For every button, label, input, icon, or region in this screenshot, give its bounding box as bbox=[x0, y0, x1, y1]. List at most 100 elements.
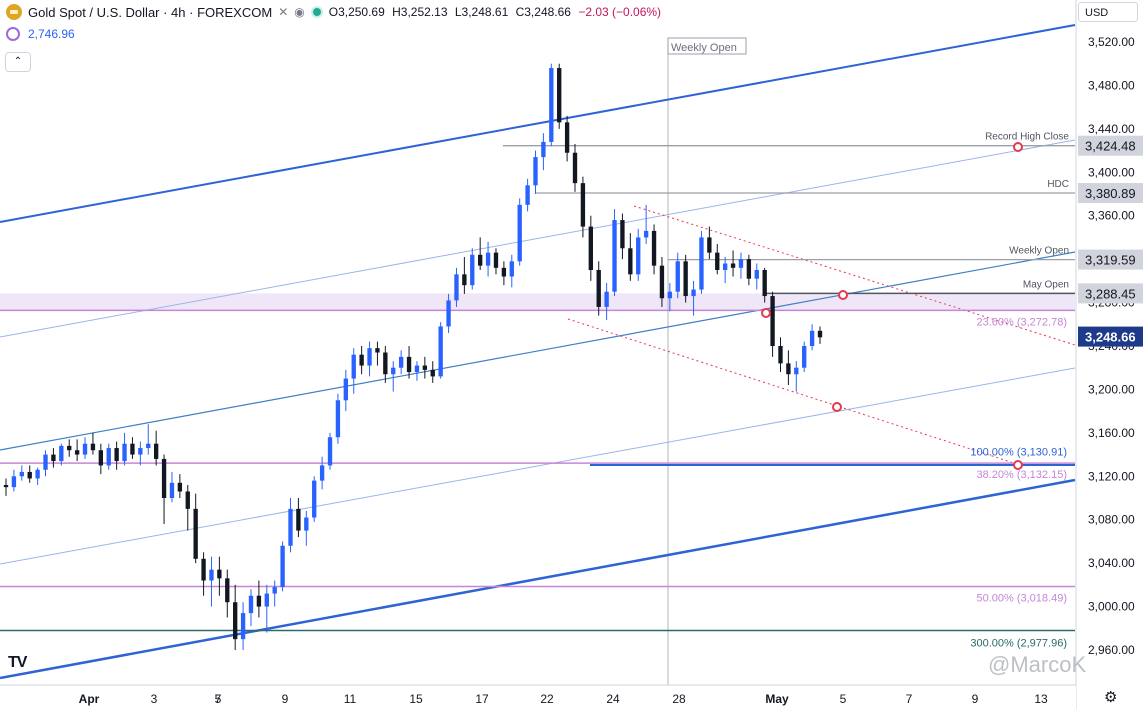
candle-body bbox=[501, 267, 507, 277]
candle-body bbox=[414, 365, 420, 373]
y-tick-label: 3,360.00 bbox=[1088, 209, 1135, 223]
candle-body bbox=[146, 443, 151, 449]
candle-body bbox=[375, 348, 380, 353]
candle-body bbox=[3, 484, 9, 488]
candle-body bbox=[343, 378, 348, 401]
x-tick-label: 5 bbox=[840, 692, 847, 706]
fib-label-0: 23.60% (3,272.78) bbox=[976, 316, 1067, 328]
candle-body bbox=[59, 445, 64, 462]
close-icon[interactable]: ✕ bbox=[278, 5, 289, 19]
price-badge-label-4: 3,248.66 bbox=[1085, 330, 1136, 345]
candle-body bbox=[90, 443, 96, 451]
candle-body bbox=[762, 270, 767, 297]
x-tick-label: 7 bbox=[215, 692, 222, 706]
currency-selector[interactable]: USD bbox=[1078, 2, 1138, 22]
price-badge-bg-2 bbox=[1078, 249, 1143, 270]
candle-body bbox=[367, 348, 372, 366]
level-label-1: HDC bbox=[1047, 179, 1069, 190]
candle-body bbox=[809, 330, 815, 346]
level-label-0: Record High Close bbox=[985, 132, 1069, 143]
candle-body bbox=[659, 265, 665, 299]
x-tick-label: 3 bbox=[151, 692, 158, 706]
ohlc-values: O3,250.69 H3,252.13 L3,248.61 C3,248.66 … bbox=[329, 5, 665, 19]
candle-body bbox=[122, 443, 127, 462]
candle-body bbox=[19, 471, 24, 477]
x-tick-label: 7 bbox=[906, 692, 913, 706]
x-tick-label: May bbox=[765, 692, 789, 706]
eye-icon[interactable]: ◉ bbox=[294, 5, 305, 19]
candle-body bbox=[43, 454, 48, 470]
candle-body bbox=[383, 352, 388, 375]
market-status-icon bbox=[310, 6, 323, 18]
candle-body bbox=[620, 220, 625, 249]
change-value: −2.03 (−0.06%) bbox=[578, 5, 662, 19]
pivot-marker-2 bbox=[761, 308, 771, 318]
candle-body bbox=[651, 230, 657, 266]
candle-body bbox=[153, 443, 159, 459]
x-tick-label: 24 bbox=[606, 692, 620, 706]
candle-body bbox=[517, 204, 522, 262]
candle-body bbox=[312, 480, 317, 518]
candle-body bbox=[596, 270, 601, 307]
candle-body bbox=[485, 252, 491, 266]
symbol-title[interactable]: Gold Spot / U.S. Dollar · 4h · FOREXCOM bbox=[28, 4, 273, 20]
candle-body bbox=[580, 183, 586, 227]
candle-body bbox=[778, 346, 783, 364]
candle-body bbox=[296, 508, 301, 531]
y-tick-label: 3,520.00 bbox=[1088, 35, 1135, 49]
candle-body bbox=[327, 437, 333, 466]
time-axis-bg bbox=[0, 685, 1076, 709]
x-tick-label: Apr bbox=[79, 692, 100, 706]
gear-icon[interactable]: ⚙ bbox=[1104, 689, 1118, 706]
candle-body bbox=[817, 330, 823, 338]
lower-channel-line bbox=[0, 478, 1076, 680]
candle-body bbox=[675, 261, 680, 292]
fib-label-2: 50.00% (3,018.49) bbox=[976, 592, 1067, 604]
y-tick-label: 3,400.00 bbox=[1088, 165, 1135, 179]
y-tick-label: 3,040.00 bbox=[1088, 556, 1135, 570]
candle-body bbox=[201, 558, 206, 581]
candle-body bbox=[604, 291, 609, 307]
candle-body bbox=[770, 296, 775, 346]
upper-channel-line bbox=[0, 24, 1076, 223]
y-tick-label: 3,160.00 bbox=[1088, 426, 1135, 440]
tradingview-logo[interactable]: TV bbox=[8, 654, 27, 671]
candle-body bbox=[636, 237, 641, 275]
upper-quarter-line bbox=[0, 139, 1076, 338]
collapse-legend-button[interactable]: ⌃ bbox=[5, 52, 31, 72]
candle-body bbox=[35, 469, 40, 479]
high-value: H3,252.13 bbox=[392, 5, 448, 19]
fib-zone-band bbox=[0, 293, 1075, 311]
weekly-open-marker-box bbox=[667, 37, 747, 55]
price-badge-bg-4 bbox=[1078, 326, 1143, 347]
candle-body bbox=[802, 346, 807, 368]
candle-body bbox=[209, 569, 214, 581]
candle-body bbox=[478, 254, 483, 266]
candle-body bbox=[11, 476, 17, 488]
candle-body bbox=[628, 248, 633, 275]
fib-100-label: 100.00% (3,130.91) bbox=[970, 446, 1067, 458]
candle-body bbox=[169, 482, 175, 498]
candle-body bbox=[691, 289, 696, 297]
candle-body bbox=[462, 274, 467, 286]
candle-body bbox=[564, 122, 570, 153]
x-tick-label: 28 bbox=[672, 692, 686, 706]
price-axis-bg bbox=[1076, 0, 1143, 709]
y-tick-label: 3,200.00 bbox=[1088, 382, 1135, 396]
pivot-marker-1 bbox=[838, 290, 848, 300]
x-tick-label: 15 bbox=[409, 692, 423, 706]
candle-body bbox=[730, 263, 736, 268]
candle-body bbox=[335, 400, 341, 438]
mid-channel-line bbox=[0, 251, 1076, 451]
level-label-2: Weekly Open bbox=[1009, 246, 1069, 257]
candle-body bbox=[272, 587, 277, 594]
candle-body bbox=[438, 326, 443, 377]
descending-upper-line bbox=[633, 205, 1076, 346]
candle-body bbox=[27, 471, 32, 479]
x-tick-label: 5 bbox=[215, 692, 222, 706]
price-badge-label-1: 3,380.89 bbox=[1085, 186, 1136, 201]
candle-body bbox=[549, 68, 554, 142]
indicator-icon[interactable] bbox=[6, 27, 20, 41]
candle-body bbox=[612, 220, 617, 292]
